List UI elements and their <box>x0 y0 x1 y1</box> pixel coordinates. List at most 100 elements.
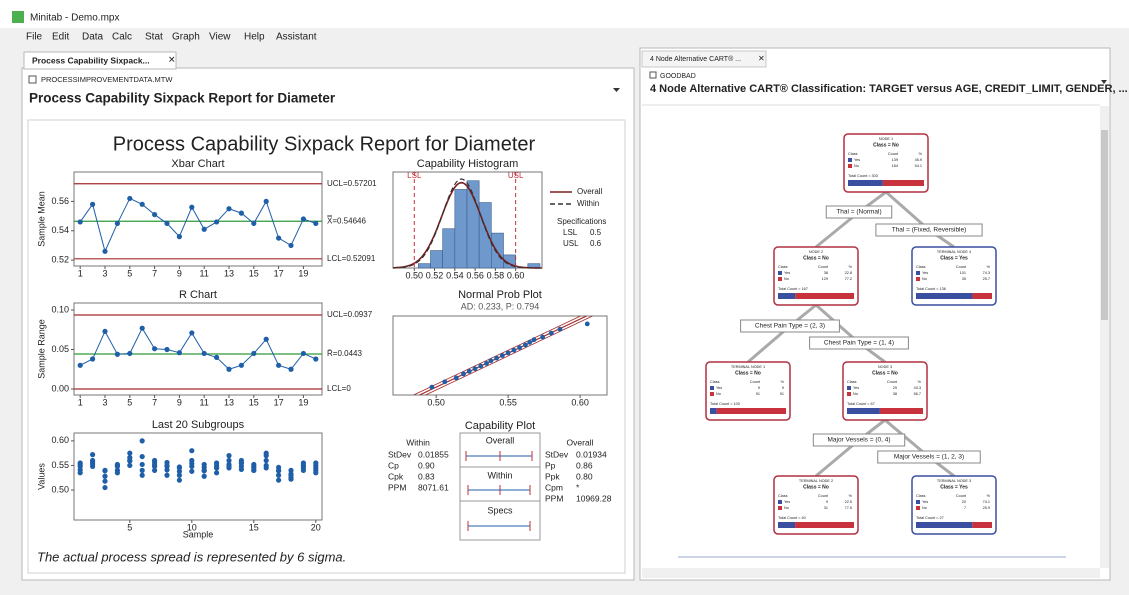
data-point <box>139 472 145 478</box>
node-title: TERMINAL NODE 4 <box>937 250 971 254</box>
menu-item[interactable]: Data <box>82 32 104 43</box>
data-point <box>176 350 182 356</box>
dropdown[interactable] <box>613 88 620 92</box>
data-point <box>263 336 269 342</box>
no-bar <box>879 408 923 414</box>
tab-close[interactable]: ✕ <box>168 54 176 64</box>
data-point <box>540 334 546 340</box>
node-cell: Yes <box>854 158 860 162</box>
stats-value: 0.83 <box>418 471 435 481</box>
data-point <box>77 461 83 468</box>
class-swatch <box>848 158 852 162</box>
capability-stats: Within StDev 0.01855 Cp 0.90 Cpk 0.83 PPM 8071.6… <box>388 437 612 503</box>
data-point <box>251 220 257 227</box>
x-tick-label: 7 <box>152 397 157 407</box>
class-swatch <box>778 277 782 281</box>
data-point <box>288 366 294 372</box>
control-limit-label: UCL=0.57201 <box>327 179 377 188</box>
x-tick-label: 1 <box>78 268 83 278</box>
stats-value: 0.01855 <box>418 449 449 459</box>
node-class: Class = Yes <box>940 484 968 490</box>
data-point <box>90 459 96 465</box>
tree-node[interactable] <box>911 475 997 535</box>
capability-plot: Capability Plot Overall Within Specs <box>459 420 541 541</box>
x-tick-label: 1 <box>78 397 83 407</box>
data-point <box>127 450 133 456</box>
worksheet-icon <box>28 75 37 84</box>
stats-label: PPM <box>545 493 563 503</box>
x-tick-label: 13 <box>224 397 234 407</box>
stats-value: 8071.61 <box>418 482 449 492</box>
y-axis-label: Sample Mean <box>36 191 46 247</box>
data-point <box>251 350 257 357</box>
stats-heading: Within <box>406 437 430 447</box>
tree-node[interactable] <box>773 475 859 535</box>
data-point <box>313 356 319 362</box>
x-tick-label: 10 <box>187 522 197 532</box>
tree-node[interactable] <box>773 246 859 306</box>
tab-close[interactable]: ✕ <box>758 54 765 63</box>
data-point <box>201 468 207 474</box>
tree-node[interactable] <box>911 246 997 306</box>
tree-node[interactable] <box>842 361 928 421</box>
data-point <box>164 346 170 353</box>
menu-item[interactable]: Stat <box>145 32 163 43</box>
data-point <box>251 467 257 473</box>
node-cell: 35 <box>962 277 966 281</box>
node-title: TERMINAL NODE 3 <box>937 479 971 483</box>
split-label: Thal = (Normal) <box>836 209 881 216</box>
class-swatch <box>916 271 920 275</box>
node-class: Class = No <box>735 370 761 376</box>
y-tick-label: 0.00 <box>51 383 69 393</box>
node-cell: Yes <box>784 500 790 504</box>
tree-node[interactable] <box>705 361 791 421</box>
histogram-bar <box>442 228 456 269</box>
yes-bar <box>916 293 973 299</box>
node-cell: 45.9 <box>915 158 922 162</box>
split-label: Major Vessels = (0, 4) <box>827 437 890 444</box>
menu-item[interactable]: Edit <box>52 32 69 43</box>
data-point <box>472 366 478 372</box>
data-point <box>288 242 294 249</box>
stats-label: Pp <box>545 460 556 470</box>
right-tab[interactable] <box>641 50 767 68</box>
v-scroll-thumb[interactable] <box>1101 130 1108 320</box>
x-tick-label: 11 <box>200 268 209 278</box>
data-point <box>152 211 158 218</box>
histogram-bar <box>491 232 504 269</box>
menu-item[interactable]: Help <box>244 32 265 43</box>
data-point <box>139 325 145 331</box>
menu-item[interactable]: Assistant <box>276 32 317 43</box>
x-tick-label: 7 <box>152 268 157 278</box>
v-scrollbar[interactable] <box>1100 106 1109 568</box>
menu-item[interactable]: Graph <box>172 32 200 43</box>
node-class: Class = No <box>873 142 899 148</box>
left-tab[interactable] <box>23 51 177 70</box>
data-point <box>102 468 108 474</box>
histogram-bar <box>430 250 443 269</box>
tree-node[interactable] <box>843 133 929 193</box>
node-cell: 22.5 <box>845 500 852 504</box>
tab-label[interactable]: Process Capability Sixpack... <box>32 55 150 65</box>
data-point <box>102 478 108 484</box>
menu-item[interactable]: Calc <box>112 32 132 43</box>
menu-item[interactable]: File <box>26 32 43 43</box>
node-column: Count <box>750 380 761 384</box>
dropdown[interactable] <box>1101 80 1107 84</box>
h-scrollbar[interactable] <box>642 568 1100 578</box>
no-bar <box>795 522 854 528</box>
menu-item[interactable]: View <box>209 32 231 43</box>
data-point <box>226 457 232 464</box>
tab-label[interactable]: 4 Node Alternative CART® ... <box>650 55 741 63</box>
class-swatch <box>916 277 920 281</box>
data-point <box>189 448 195 454</box>
data-point <box>152 467 158 473</box>
node-cell: 101 <box>960 271 966 275</box>
node-title: TERMINAL NODE 1 <box>731 365 765 369</box>
x-tick-label: 0.60 <box>507 270 525 280</box>
yes-bar <box>778 522 796 528</box>
class-swatch <box>778 500 782 504</box>
x-axis-label: Sample <box>183 529 214 539</box>
spec-label: USL <box>508 171 524 180</box>
node-cell: Yes <box>716 386 722 390</box>
